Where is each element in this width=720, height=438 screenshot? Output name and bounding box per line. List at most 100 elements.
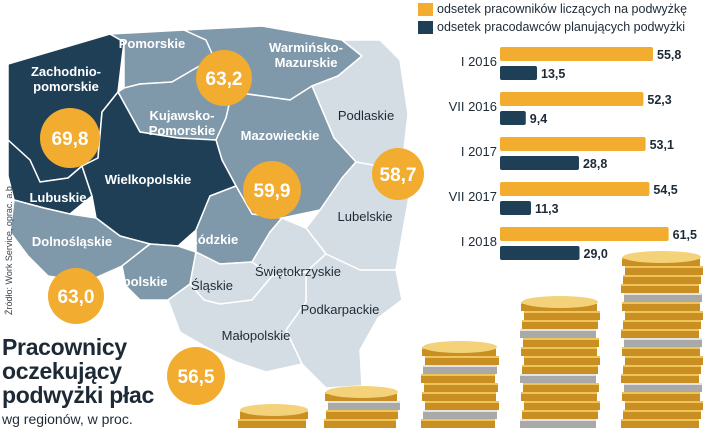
coin-edge — [623, 320, 701, 322]
coin-edge — [425, 356, 499, 358]
bar-employers — [500, 156, 579, 170]
coin-edge — [524, 311, 600, 313]
coin-edge — [423, 365, 497, 367]
legend-swatch-navy — [418, 20, 433, 34]
bar-value-label: 54,5 — [653, 183, 677, 197]
value-bubble-label: 63,0 — [58, 287, 95, 308]
coin — [524, 356, 600, 365]
coin — [421, 419, 495, 428]
coin-edge — [238, 419, 306, 421]
coin-edge — [421, 419, 495, 421]
bar-employers — [500, 111, 526, 125]
coin — [625, 311, 703, 320]
value-bubble — [48, 268, 104, 324]
bar-employers — [500, 201, 531, 215]
bar-value-label: 13,5 — [541, 67, 565, 81]
coin — [521, 347, 597, 356]
coin — [324, 419, 396, 428]
coin-edge — [621, 419, 699, 421]
coin — [522, 410, 598, 419]
bar-value-label: 61,5 — [673, 228, 697, 242]
value-bubble-label: 56,5 — [178, 367, 215, 388]
category-label: I 2016 — [461, 54, 497, 69]
value-bubble — [196, 50, 252, 106]
coin-edge — [524, 401, 600, 403]
coin — [623, 365, 701, 374]
region-malopolskie — [167, 271, 307, 373]
coin — [622, 347, 700, 356]
value-bubble-label: 63,2 — [206, 69, 243, 90]
region-label-lodzkie: Łódzkie — [190, 232, 238, 247]
region-label-lubelskie: Lubelskie — [338, 209, 393, 224]
legend-swatch-orange — [418, 2, 433, 16]
coin — [522, 365, 598, 374]
coin-edge — [625, 401, 703, 403]
category-label: VII 2016 — [449, 99, 497, 114]
coin-edge — [624, 293, 702, 295]
region-label-kujawsko-pomorskie: Kujawsko-Pomorskie — [149, 108, 215, 138]
value-bubble-label: 69,8 — [52, 129, 89, 150]
legend-item-employees: odsetek pracowników liczących na podwyżk… — [418, 0, 720, 18]
coin-edge — [621, 284, 699, 286]
coin-edge — [520, 329, 596, 331]
coin-edge — [623, 275, 701, 277]
bar-employees — [500, 182, 650, 196]
coin-top — [623, 251, 701, 263]
legend-item-employers: odsetek pracodawców planujących podwyżki — [418, 18, 720, 36]
coin — [520, 329, 596, 338]
coin-edge — [421, 374, 495, 376]
coin — [621, 329, 699, 338]
coin-edge — [523, 338, 599, 340]
bar-employers — [500, 66, 538, 80]
coin-edge — [522, 410, 598, 412]
coin — [238, 419, 306, 428]
coin-top — [326, 386, 398, 398]
bar-employers — [500, 246, 580, 260]
bar-value-label: 28,8 — [583, 157, 607, 171]
value-bubble — [372, 148, 424, 200]
coin-edge — [621, 329, 699, 331]
coin-edge — [520, 374, 596, 376]
bar-employees — [500, 137, 646, 151]
coin — [622, 392, 700, 401]
coin — [624, 383, 702, 392]
coin — [328, 401, 400, 410]
region-label-malopolskie: Małopolskie — [222, 328, 291, 343]
coin-stack — [421, 341, 499, 428]
title-line-1: Pracownicy — [2, 334, 127, 360]
bar-value-label: 11,3 — [535, 202, 559, 216]
coin-edge — [423, 410, 497, 412]
bar-value-label: 52,3 — [647, 93, 671, 107]
coin-edge — [520, 419, 596, 421]
coin — [523, 338, 599, 347]
coin — [621, 374, 699, 383]
coin-edge — [622, 302, 700, 304]
bar-employees — [500, 227, 669, 241]
coin-edge — [625, 266, 703, 268]
subtitle: wg regionów, w proc. — [2, 411, 133, 427]
coin — [621, 419, 699, 428]
bar-value-label: 9,4 — [530, 112, 547, 126]
coin — [421, 374, 495, 383]
region-label-podlaskie: Podlaskie — [338, 108, 394, 123]
coin-edge — [624, 338, 702, 340]
coin — [623, 275, 701, 284]
value-bubble-label: 59,9 — [254, 181, 291, 202]
coin — [623, 410, 701, 419]
title-line-2: oczekujący — [2, 358, 122, 384]
region-label-mazowieckie: Mazowieckie — [241, 128, 320, 143]
bar-value-label: 55,8 — [657, 48, 681, 62]
coin-top — [423, 341, 497, 353]
coin-stack — [324, 386, 400, 428]
coin-stack — [520, 296, 600, 428]
coin — [624, 293, 702, 302]
coin — [524, 311, 600, 320]
coin-edge — [625, 311, 703, 313]
bar-value-label: 29,0 — [584, 247, 608, 261]
coin — [621, 284, 699, 293]
coin-edge — [521, 347, 597, 349]
category-label: I 2017 — [461, 144, 497, 159]
coin-edge — [622, 392, 700, 394]
coin-edge — [625, 356, 703, 358]
region-label-podkarpackie: Podkarpackie — [301, 302, 380, 317]
